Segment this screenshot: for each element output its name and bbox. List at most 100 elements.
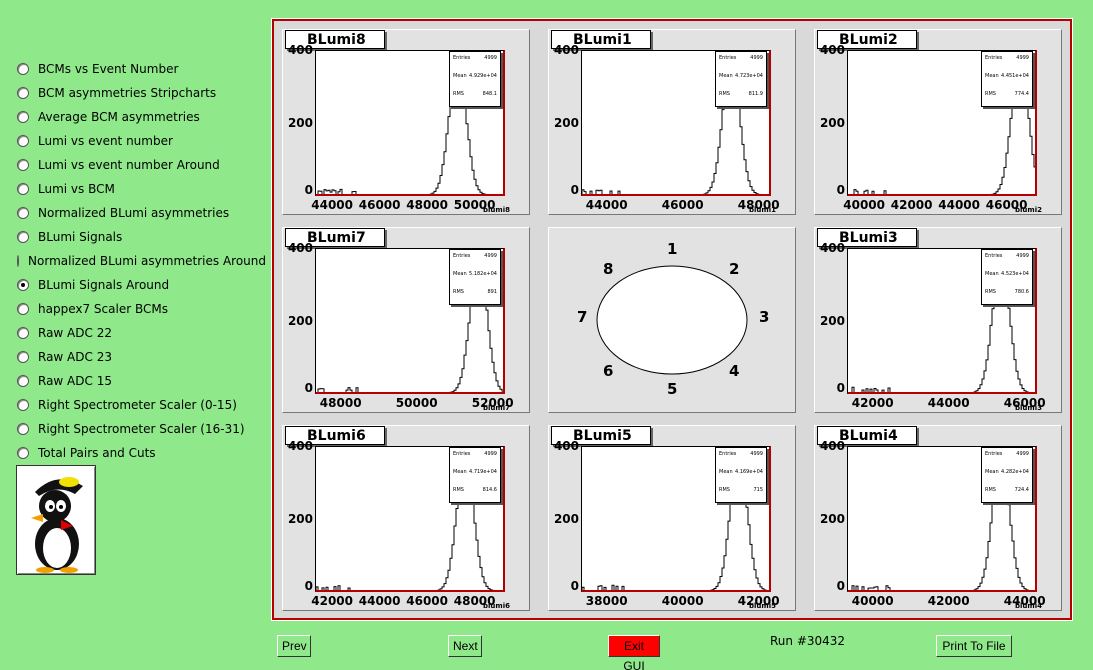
stats-row: Entries 4999 — [453, 55, 497, 61]
stats-label: RMS — [985, 487, 996, 493]
stats-value: 4999 — [484, 55, 497, 61]
histogram-pad[interactable]: BLumi7 Entries 4999 Mean 5.182e+04 RMS 891 400 2… — [282, 227, 530, 413]
histogram-plot-area: Entries 4999 Mean 4.282e+04 RMS 724.4 — [847, 446, 1037, 592]
radio-button[interactable] — [17, 63, 29, 75]
menu-option[interactable]: Normalized BLumi asymmetries Around — [16, 249, 266, 273]
stats-row: Mean 4.723e+04 — [719, 73, 763, 79]
x-axis-name: blumi6 — [483, 602, 510, 610]
x-tick-label: 44000 — [311, 198, 353, 212]
histogram-trace — [317, 60, 487, 194]
x-tick-label: 44000 — [585, 198, 628, 212]
y-tick-label: 400 — [287, 241, 313, 255]
menu-option[interactable]: BLumi Signals — [16, 225, 266, 249]
radio-button[interactable] — [17, 183, 29, 195]
menu-option-label: Lumi vs BCM — [38, 182, 115, 196]
detector-number-label: 1 — [667, 240, 678, 258]
x-tick-label: 42000 — [890, 198, 933, 212]
x-tick-label: 46000 — [1003, 396, 1046, 410]
stats-label: Entries — [453, 55, 471, 61]
radio-button[interactable] — [17, 423, 29, 435]
stats-value: 724.4 — [1014, 487, 1029, 493]
radio-button[interactable] — [17, 327, 29, 339]
menu-option[interactable]: BLumi Signals Around — [16, 273, 266, 297]
x-axis-name: blumi7 — [483, 404, 510, 412]
stats-value: 814.6 — [482, 487, 497, 493]
radio-button[interactable] — [17, 375, 29, 387]
x-axis-name: blumi2 — [1015, 206, 1042, 214]
stats-row: Entries 4999 — [719, 451, 763, 457]
menu-option-label: Right Spectrometer Scaler (0-15) — [38, 398, 237, 412]
stats-value: 4.929e+04 — [469, 73, 497, 79]
stats-label: Mean — [719, 469, 733, 475]
detector-number-label: 8 — [603, 260, 614, 278]
menu-option-label: Lumi vs event number — [38, 134, 173, 148]
radio-button[interactable] — [17, 399, 29, 411]
radio-button[interactable] — [17, 87, 29, 99]
menu-option[interactable]: Lumi vs event number — [16, 129, 266, 153]
y-tick-label: 0 — [304, 183, 313, 197]
menu-option-label: BLumi Signals — [38, 230, 123, 244]
radio-button[interactable] — [17, 279, 29, 291]
menu-option[interactable]: Raw ADC 23 — [16, 345, 266, 369]
y-tick-label: 200 — [287, 512, 313, 526]
stats-box: Entries 4999 Mean 5.182e+04 RMS 891 — [449, 249, 501, 305]
radio-button[interactable] — [17, 135, 29, 147]
prev-button[interactable]: Prev — [277, 635, 311, 657]
menu-option[interactable]: Right Spectrometer Scaler (0-15) — [16, 393, 266, 417]
stats-value: 891 — [487, 289, 497, 295]
stats-box: Entries 4999 Mean 4.169e+04 RMS 715 — [715, 447, 767, 503]
radio-button[interactable] — [17, 159, 29, 171]
radio-button[interactable] — [17, 255, 20, 267]
histogram-pad[interactable]: BLumi3 Entries 4999 Mean 4.523e+04 RMS 780.6 40… — [814, 227, 1062, 413]
menu-option[interactable]: happex7 Scaler BCMs — [16, 297, 266, 321]
menu-option[interactable]: Total Pairs and Cuts — [16, 441, 266, 465]
stats-value: 4999 — [484, 253, 497, 259]
histogram-pad[interactable]: BLumi2 Entries 4999 Mean 4.451e+04 RMS 774.4 40… — [814, 29, 1062, 215]
menu-option[interactable]: Lumi vs BCM — [16, 177, 266, 201]
menu-option-label: happex7 Scaler BCMs — [38, 302, 168, 316]
radio-button[interactable] — [17, 303, 29, 315]
stats-row: Entries 4999 — [985, 253, 1029, 259]
x-axis-name: blumi5 — [749, 602, 776, 610]
radio-button[interactable] — [17, 447, 29, 459]
histogram-pad[interactable]: BLumi8 Entries 4999 Mean 4.929e+04 RMS 848.1 40… — [282, 29, 530, 215]
menu-option[interactable]: Right Spectrometer Scaler (16-31) — [16, 417, 266, 441]
histogram-pad[interactable]: BLumi4 Entries 4999 Mean 4.282e+04 RMS 724.4 40… — [814, 425, 1062, 611]
print-to-file-button[interactable]: Print To File — [936, 635, 1012, 657]
stats-row: Mean 4.282e+04 — [985, 469, 1029, 475]
menu-option[interactable]: Average BCM asymmetries — [16, 105, 266, 129]
y-tick-label: 400 — [819, 439, 845, 453]
histogram-title: BLumi5 — [551, 426, 651, 445]
stats-value: 4.169e+04 — [735, 469, 763, 475]
menu-option[interactable]: BCMs vs Event Number — [16, 57, 266, 81]
stats-label: RMS — [453, 487, 464, 493]
histogram-pad[interactable]: BLumi5 Entries 4999 Mean 4.169e+04 RMS 715 400 2… — [548, 425, 796, 611]
stats-box: Entries 4999 Mean 4.723e+04 RMS 811.9 — [715, 51, 767, 107]
stats-label: Entries — [985, 451, 1003, 457]
y-tick-label: 200 — [553, 116, 579, 130]
stats-label: RMS — [985, 91, 996, 97]
radio-button[interactable] — [17, 231, 29, 243]
histogram-pad[interactable]: BLumi1 Entries 4999 Mean 4.723e+04 RMS 811.9 40… — [548, 29, 796, 215]
menu-option[interactable]: Lumi vs event number Around — [16, 153, 266, 177]
histogram-trace — [582, 455, 769, 590]
exit-gui-button[interactable]: Exit GUI — [608, 635, 660, 670]
radio-button[interactable] — [17, 351, 29, 363]
radio-button[interactable] — [17, 207, 29, 219]
stats-row: RMS 774.4 — [985, 91, 1029, 97]
radio-button[interactable] — [17, 111, 29, 123]
menu-option-label: Normalized BLumi asymmetries — [38, 206, 230, 220]
y-tick-label: 0 — [836, 579, 845, 593]
menu-option[interactable]: Normalized BLumi asymmetries — [16, 201, 266, 225]
stats-value: 4.719e+04 — [469, 469, 497, 475]
menu-option[interactable]: Raw ADC 22 — [16, 321, 266, 345]
stats-row: Entries 4999 — [453, 253, 497, 259]
menu-option-label: Raw ADC 22 — [38, 326, 112, 340]
menu-option[interactable]: BCM asymmetries Stripcharts — [16, 81, 266, 105]
menu-option-label: BLumi Signals Around — [38, 278, 170, 292]
next-button[interactable]: Next — [448, 635, 482, 657]
stats-value: 4999 — [1016, 253, 1029, 259]
histogram-pad[interactable]: BLumi6 Entries 4999 Mean 4.719e+04 RMS 814.6 40… — [282, 425, 530, 611]
stats-value: 780.6 — [1014, 289, 1029, 295]
menu-option[interactable]: Raw ADC 15 — [16, 369, 266, 393]
